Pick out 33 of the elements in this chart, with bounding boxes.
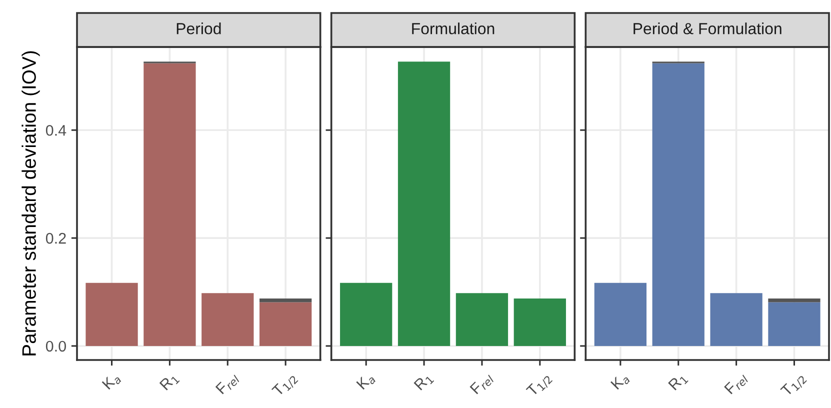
y-tick-label: 0.0 bbox=[46, 340, 66, 352]
x-tick-label: F$_{rel}$ bbox=[470, 371, 495, 396]
x-tick-label: K$_{a}$ bbox=[356, 372, 376, 392]
x-tick-label: T$_{1/2}$ bbox=[780, 372, 808, 400]
bar bbox=[202, 293, 254, 346]
bar bbox=[144, 63, 196, 346]
bar bbox=[260, 302, 312, 346]
bar bbox=[768, 298, 820, 302]
chart-title: Period bbox=[176, 22, 221, 34]
x-tick-label: R$_{1}$ bbox=[159, 372, 180, 392]
y-axis-title: Parameter standard deviation (IOV) bbox=[22, 51, 40, 356]
bar bbox=[456, 293, 508, 346]
x-tick-label: K$_{a}$ bbox=[102, 372, 122, 392]
bar bbox=[398, 62, 450, 346]
bar bbox=[86, 282, 138, 346]
bar bbox=[260, 298, 312, 302]
x-tick-label: R$_{1}$ bbox=[414, 372, 434, 392]
bar bbox=[340, 282, 392, 346]
x-tick-label: K$_{a}$ bbox=[610, 372, 630, 392]
chart-title: Formulation bbox=[412, 22, 494, 34]
x-tick-label: R$_{1}$ bbox=[668, 372, 688, 392]
y-tick-label: 0.2 bbox=[46, 232, 66, 244]
x-tick-label: T$_{1/2}$ bbox=[526, 372, 554, 400]
bar bbox=[594, 282, 646, 346]
x-tick-label: T$_{1/2}$ bbox=[271, 372, 299, 400]
y-tick-label: 0.4 bbox=[46, 124, 66, 136]
bar bbox=[768, 302, 820, 346]
chart-title: Period & Formulation bbox=[634, 22, 782, 34]
bar bbox=[710, 293, 762, 346]
x-tick-label: F$_{rel}$ bbox=[724, 371, 749, 396]
x-tick-label: F$_{rel}$ bbox=[215, 371, 240, 396]
bar bbox=[652, 63, 704, 346]
bar bbox=[514, 298, 566, 346]
